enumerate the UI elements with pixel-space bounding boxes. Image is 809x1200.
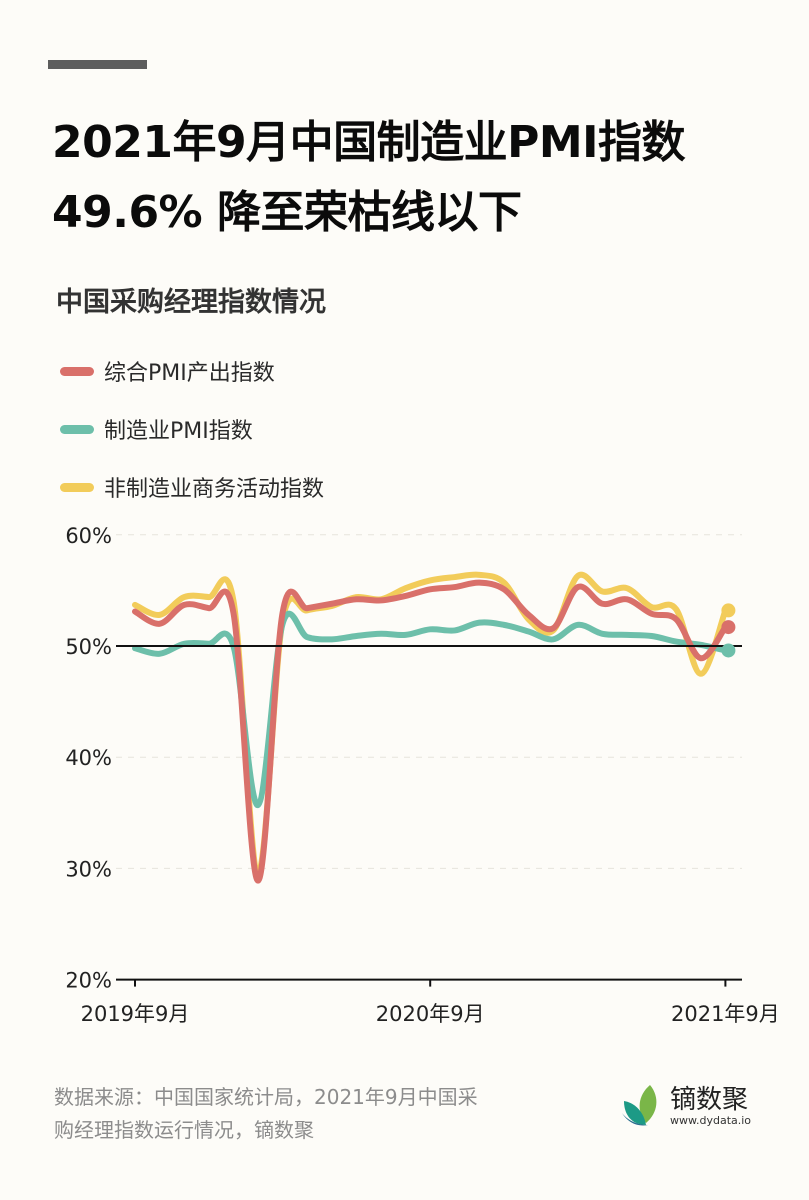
legend-label: 综合PMI产出指数 — [104, 361, 275, 386]
legend-label: 非制造业商务活动指数 — [104, 477, 325, 502]
series-end-marker — [721, 603, 736, 618]
series-line — [132, 571, 729, 876]
series-end-marker — [721, 620, 736, 635]
source-line-1: 数据来源：中国国家统计局，2021年9月中国采 — [54, 1085, 478, 1109]
x-tick-label: 2019年9月 — [81, 1002, 190, 1026]
legend-swatch-icon — [60, 482, 94, 492]
page-title: 2021年9月中国制造业PMI指数 49.6% 降至荣枯线以下 — [52, 108, 685, 248]
y-tick-label: 20% — [65, 969, 112, 993]
legend-swatch-icon — [60, 424, 94, 434]
y-tick-label: 60% — [65, 524, 112, 548]
x-tick-label: 2020年9月 — [376, 1002, 485, 1026]
data-source-note: 数据来源：中国国家统计局，2021年9月中国采 购经理指数运行情况，镝数聚 — [54, 1081, 594, 1147]
title-line-2: 49.6% 降至荣枯线以下 — [52, 187, 522, 238]
series-line — [132, 610, 729, 809]
series-end-marker — [721, 643, 736, 658]
chart-subtitle: 中国采购经理指数情况 — [56, 287, 326, 318]
y-tick-label: 40% — [65, 746, 112, 770]
header-accent-bar — [48, 60, 147, 69]
x-tick-label: 2021年9月 — [671, 1002, 780, 1026]
legend-item: 非制造业商务活动指数 — [60, 458, 324, 516]
leaf-logo-icon — [622, 1085, 657, 1126]
logo-url: www.dydata.io — [670, 1113, 752, 1127]
legend-item: 制造业PMI指数 — [60, 400, 324, 458]
y-tick-label: 30% — [65, 857, 112, 881]
legend-label: 制造业PMI指数 — [104, 419, 253, 444]
series-line — [132, 579, 729, 884]
brand-logo: 镝数聚 www.dydata.io — [620, 1083, 751, 1129]
logo-name: 镝数聚 — [670, 1084, 749, 1115]
chart-legend: 综合PMI产出指数 制造业PMI指数非制造业商务活动指数 — [60, 342, 324, 516]
line-chart: 60% 50% 40% 30% 20% 2019年9月 2020年9月 2021年9月 — [65, 524, 780, 1026]
y-tick-label: 50% — [65, 635, 112, 659]
legend-swatch-icon — [60, 366, 94, 376]
source-line-2: 购经理指数运行情况，镝数聚 — [54, 1118, 314, 1142]
legend-item: 综合PMI产出指数 — [60, 342, 324, 400]
title-line-1: 2021年9月中国制造业PMI指数 — [52, 117, 685, 168]
